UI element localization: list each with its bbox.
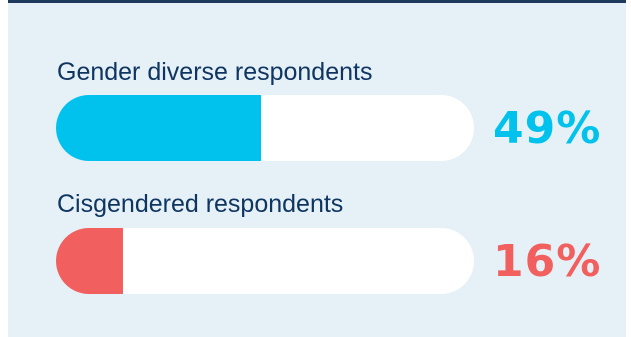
value-label-gender-diverse: 49%: [493, 103, 602, 154]
bar-fill-gender-diverse: [56, 95, 261, 161]
value-label-cisgendered: 16%: [493, 236, 602, 287]
bar-track-gender-diverse: [56, 95, 474, 161]
chart-panel: Gender diverse respondents 49% Cisgender…: [8, 0, 626, 337]
bar-fill-cisgendered: [56, 228, 123, 294]
bar-track-cisgendered: [56, 228, 474, 294]
category-label-cisgendered: Cisgendered respondents: [57, 190, 344, 218]
category-label-gender-diverse: Gender diverse respondents: [57, 58, 373, 86]
